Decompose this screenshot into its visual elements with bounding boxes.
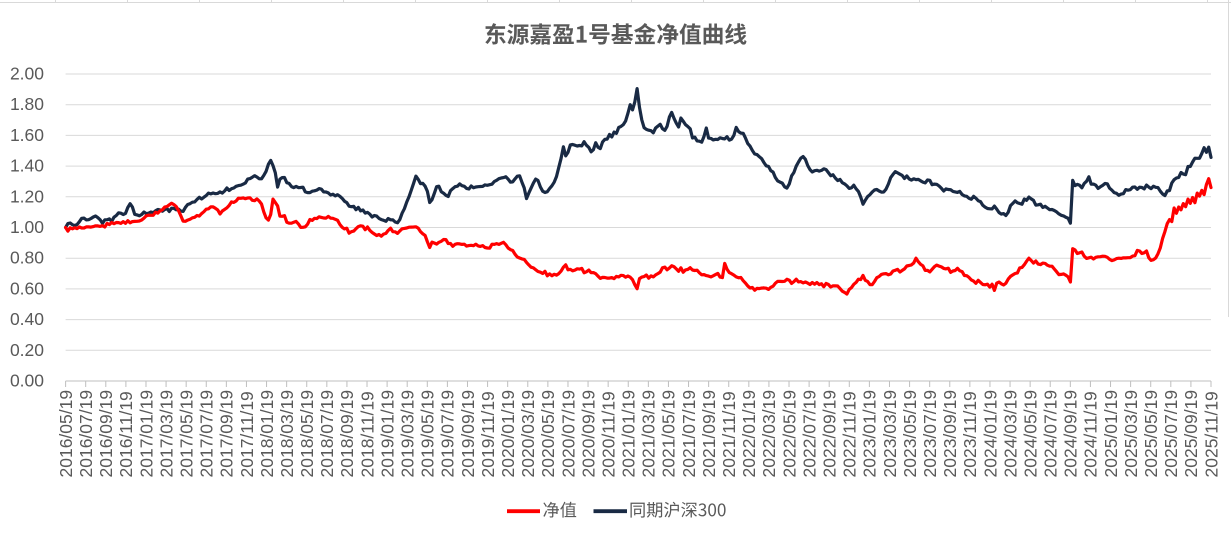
svg-text:2025/05/19: 2025/05/19 — [1141, 390, 1161, 478]
svg-text:2020/01/19: 2020/01/19 — [498, 390, 518, 478]
svg-text:2016/05/19: 2016/05/19 — [56, 390, 76, 478]
svg-text:2024/05/19: 2024/05/19 — [1020, 390, 1040, 478]
svg-text:2019/05/19: 2019/05/19 — [418, 390, 438, 478]
svg-text:2024/11/19: 2024/11/19 — [1081, 391, 1101, 477]
svg-text:2017/11/19: 2017/11/19 — [237, 391, 257, 477]
svg-text:0.60: 0.60 — [10, 278, 44, 298]
svg-text:2016/11/19: 2016/11/19 — [116, 391, 136, 477]
svg-text:2020/05/19: 2020/05/19 — [538, 390, 558, 478]
svg-text:2021/07/19: 2021/07/19 — [679, 390, 699, 478]
svg-text:2023/03/19: 2023/03/19 — [880, 390, 900, 478]
svg-text:2024/03/19: 2024/03/19 — [1000, 390, 1020, 478]
svg-text:1.40: 1.40 — [10, 156, 44, 176]
svg-text:2023/01/19: 2023/01/19 — [860, 390, 880, 478]
svg-text:0.00: 0.00 — [10, 371, 44, 391]
svg-text:2023/07/19: 2023/07/19 — [920, 390, 940, 478]
svg-text:2021/11/19: 2021/11/19 — [719, 391, 739, 477]
svg-text:2022/11/19: 2022/11/19 — [840, 391, 860, 477]
svg-text:2018/07/19: 2018/07/19 — [317, 390, 337, 478]
svg-text:1.80: 1.80 — [10, 94, 44, 114]
svg-text:2024/07/19: 2024/07/19 — [1041, 390, 1061, 478]
svg-text:2019/07/19: 2019/07/19 — [438, 390, 458, 478]
svg-text:1.00: 1.00 — [10, 217, 44, 237]
svg-text:2021/09/19: 2021/09/19 — [699, 390, 719, 478]
svg-text:2025/03/19: 2025/03/19 — [1121, 390, 1141, 478]
svg-text:2022/03/19: 2022/03/19 — [759, 390, 779, 478]
svg-text:2023/05/19: 2023/05/19 — [900, 390, 920, 478]
svg-text:1.60: 1.60 — [10, 125, 44, 145]
svg-text:1.20: 1.20 — [10, 186, 44, 206]
svg-text:0.20: 0.20 — [10, 340, 44, 360]
svg-text:2020/11/19: 2020/11/19 — [598, 391, 618, 477]
svg-text:2018/11/19: 2018/11/19 — [357, 391, 377, 477]
svg-text:2017/05/19: 2017/05/19 — [176, 390, 196, 478]
svg-text:2025/11/19: 2025/11/19 — [1201, 391, 1221, 477]
svg-text:2023/09/19: 2023/09/19 — [940, 390, 960, 478]
svg-text:2022/09/19: 2022/09/19 — [820, 390, 840, 478]
svg-text:2025/01/19: 2025/01/19 — [1101, 390, 1121, 478]
svg-text:2023/11/19: 2023/11/19 — [960, 391, 980, 477]
svg-text:2019/09/19: 2019/09/19 — [458, 390, 478, 478]
svg-text:2022/01/19: 2022/01/19 — [739, 390, 759, 478]
svg-text:2017/07/19: 2017/07/19 — [197, 390, 217, 478]
svg-text:2018/05/19: 2018/05/19 — [297, 390, 317, 478]
svg-text:2021/05/19: 2021/05/19 — [659, 390, 679, 478]
svg-text:2021/01/19: 2021/01/19 — [619, 390, 639, 478]
svg-text:2019/11/19: 2019/11/19 — [478, 391, 498, 477]
svg-text:2019/03/19: 2019/03/19 — [398, 390, 418, 478]
svg-text:0.80: 0.80 — [10, 248, 44, 268]
svg-text:2025/09/19: 2025/09/19 — [1181, 390, 1201, 478]
svg-text:2017/09/19: 2017/09/19 — [217, 390, 237, 478]
svg-text:2022/05/19: 2022/05/19 — [779, 390, 799, 478]
svg-text:2018/01/19: 2018/01/19 — [257, 390, 277, 478]
svg-text:2022/07/19: 2022/07/19 — [799, 390, 819, 478]
svg-text:2024/01/19: 2024/01/19 — [980, 390, 1000, 478]
svg-text:2017/03/19: 2017/03/19 — [156, 390, 176, 478]
svg-text:2019/01/19: 2019/01/19 — [377, 390, 397, 478]
svg-text:0.40: 0.40 — [10, 309, 44, 329]
svg-text:2016/07/19: 2016/07/19 — [76, 390, 96, 478]
svg-text:2020/03/19: 2020/03/19 — [518, 390, 538, 478]
svg-text:2.00: 2.00 — [10, 64, 44, 84]
svg-text:2024/09/19: 2024/09/19 — [1061, 390, 1081, 478]
svg-text:2021/03/19: 2021/03/19 — [639, 390, 659, 478]
svg-text:2025/07/19: 2025/07/19 — [1161, 390, 1181, 478]
svg-text:2016/09/19: 2016/09/19 — [96, 390, 116, 478]
svg-text:2017/01/19: 2017/01/19 — [136, 390, 156, 478]
svg-text:2020/07/19: 2020/07/19 — [558, 390, 578, 478]
svg-text:2018/09/19: 2018/09/19 — [337, 390, 357, 478]
svg-text:2020/09/19: 2020/09/19 — [578, 390, 598, 478]
svg-text:2018/03/19: 2018/03/19 — [277, 390, 297, 478]
